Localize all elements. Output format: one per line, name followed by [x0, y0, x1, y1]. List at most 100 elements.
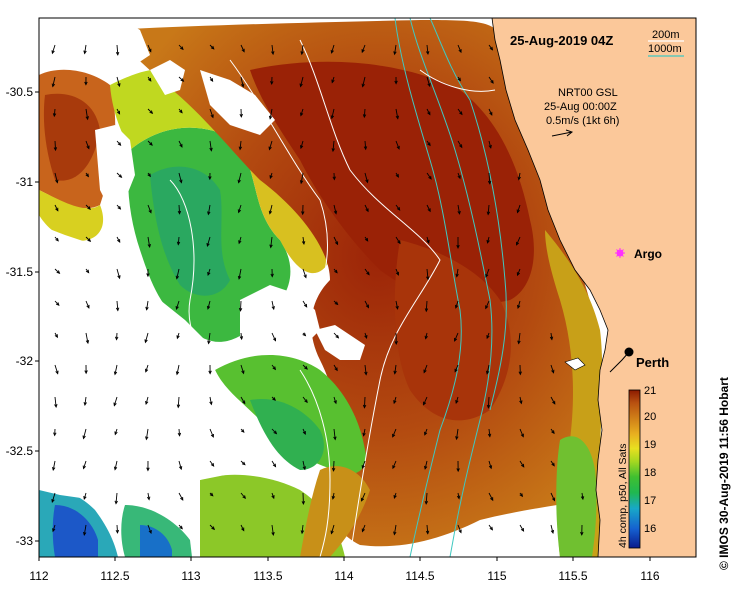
current-vector — [240, 396, 246, 404]
x-tick-113: 113 — [181, 569, 200, 583]
current-vector — [147, 524, 152, 534]
current-vector-head — [362, 432, 366, 437]
current-vector-head — [53, 147, 58, 152]
current-vector-head — [456, 245, 460, 249]
current-vector-head — [426, 239, 430, 244]
current-vector-head — [145, 400, 149, 405]
current-vector-head — [394, 341, 398, 346]
current-vector-head — [332, 176, 336, 181]
current-info-line3: 0.5m/s (1kt 6h) — [546, 115, 619, 127]
current-vector — [426, 204, 431, 212]
current-vector — [518, 332, 521, 344]
current-vector-head — [147, 243, 151, 249]
depth-legend-200m: 200m — [652, 29, 680, 41]
current-vector — [486, 364, 490, 374]
current-vector-head — [489, 526, 494, 531]
current-vector — [240, 300, 242, 311]
y-axis: -30.5 -31 -31.5 -32 -32.5 -33 — [6, 85, 39, 548]
current-vector — [395, 268, 399, 276]
current-vector-head — [241, 370, 245, 375]
current-vector-head — [519, 493, 524, 498]
current-vector — [485, 268, 490, 278]
current-vector — [426, 44, 429, 55]
current-vector-head — [487, 433, 492, 438]
colorbar-tick-17: 17 — [644, 495, 656, 507]
current-vector — [85, 140, 90, 149]
current-vector-head — [303, 303, 308, 308]
current-vector-head — [82, 465, 86, 470]
current-vector — [84, 44, 87, 54]
current-vector-head — [176, 241, 181, 246]
current-vector-head — [268, 146, 272, 151]
current-vector-head — [237, 179, 241, 184]
current-vector — [363, 428, 366, 436]
current-vector-head — [365, 179, 369, 184]
current-vector — [362, 460, 366, 469]
current-vector — [550, 364, 554, 373]
current-vector-head — [179, 109, 183, 114]
current-vector — [271, 428, 277, 434]
colorbar-tick-19: 19 — [644, 439, 656, 451]
current-vector-head — [55, 207, 59, 212]
current-vector — [395, 108, 399, 119]
current-vector — [83, 428, 87, 439]
current-vector — [333, 204, 337, 214]
current-vector — [271, 332, 276, 341]
current-vector-head — [458, 529, 462, 534]
current-vector — [333, 332, 339, 339]
current-vector — [271, 460, 276, 467]
current-vector — [488, 460, 492, 469]
current-vector-head — [485, 305, 489, 310]
current-vector-head — [86, 145, 90, 150]
current-vector-head — [239, 336, 244, 341]
current-vector — [423, 396, 428, 405]
current-vector — [271, 44, 274, 55]
current-vector-head — [241, 527, 245, 532]
current-vector-head — [147, 77, 152, 82]
current-vector — [51, 492, 56, 503]
current-vector — [238, 268, 242, 279]
current-vector-head — [300, 51, 304, 56]
current-vector-head — [113, 371, 118, 376]
current-vector-head — [115, 307, 120, 312]
current-vector — [54, 396, 57, 408]
current-vector — [333, 236, 339, 245]
current-vector-head — [365, 208, 369, 213]
current-vector-head — [84, 81, 88, 86]
current-vector-head — [362, 404, 367, 409]
colorbar-tick-21: 21 — [644, 385, 656, 397]
current-vector-head — [552, 400, 556, 405]
current-vector — [209, 428, 214, 438]
current-vector-head — [488, 465, 493, 470]
current-vector — [364, 300, 369, 308]
colorbar-tick-16: 16 — [644, 523, 656, 535]
current-vector — [330, 524, 335, 534]
current-vector — [395, 204, 401, 211]
current-vector-head — [489, 46, 494, 51]
current-vector-head — [361, 465, 365, 470]
current-vectors — [51, 44, 585, 536]
current-vector — [426, 76, 431, 87]
current-vector — [488, 76, 494, 84]
current-vector-head — [550, 529, 555, 534]
current-vector — [53, 108, 56, 117]
current-vector-head — [240, 429, 245, 433]
current-vector-head — [427, 142, 431, 147]
current-vector-head — [178, 466, 183, 471]
current-vector — [393, 524, 397, 535]
current-vector — [519, 396, 522, 404]
current-vector-head — [303, 274, 307, 279]
current-vector — [302, 396, 308, 403]
current-vector — [300, 140, 304, 149]
current-vector-head — [269, 175, 273, 180]
current-vector — [392, 460, 397, 469]
current-vector-head — [114, 500, 118, 505]
current-vector-head — [269, 244, 273, 249]
current-vector — [51, 44, 56, 54]
current-vector-head — [424, 465, 428, 470]
current-vector-head — [517, 176, 521, 181]
current-vector — [144, 332, 149, 343]
current-vector-head — [148, 209, 152, 214]
current-vector-head — [361, 83, 365, 88]
current-vector — [364, 364, 367, 375]
